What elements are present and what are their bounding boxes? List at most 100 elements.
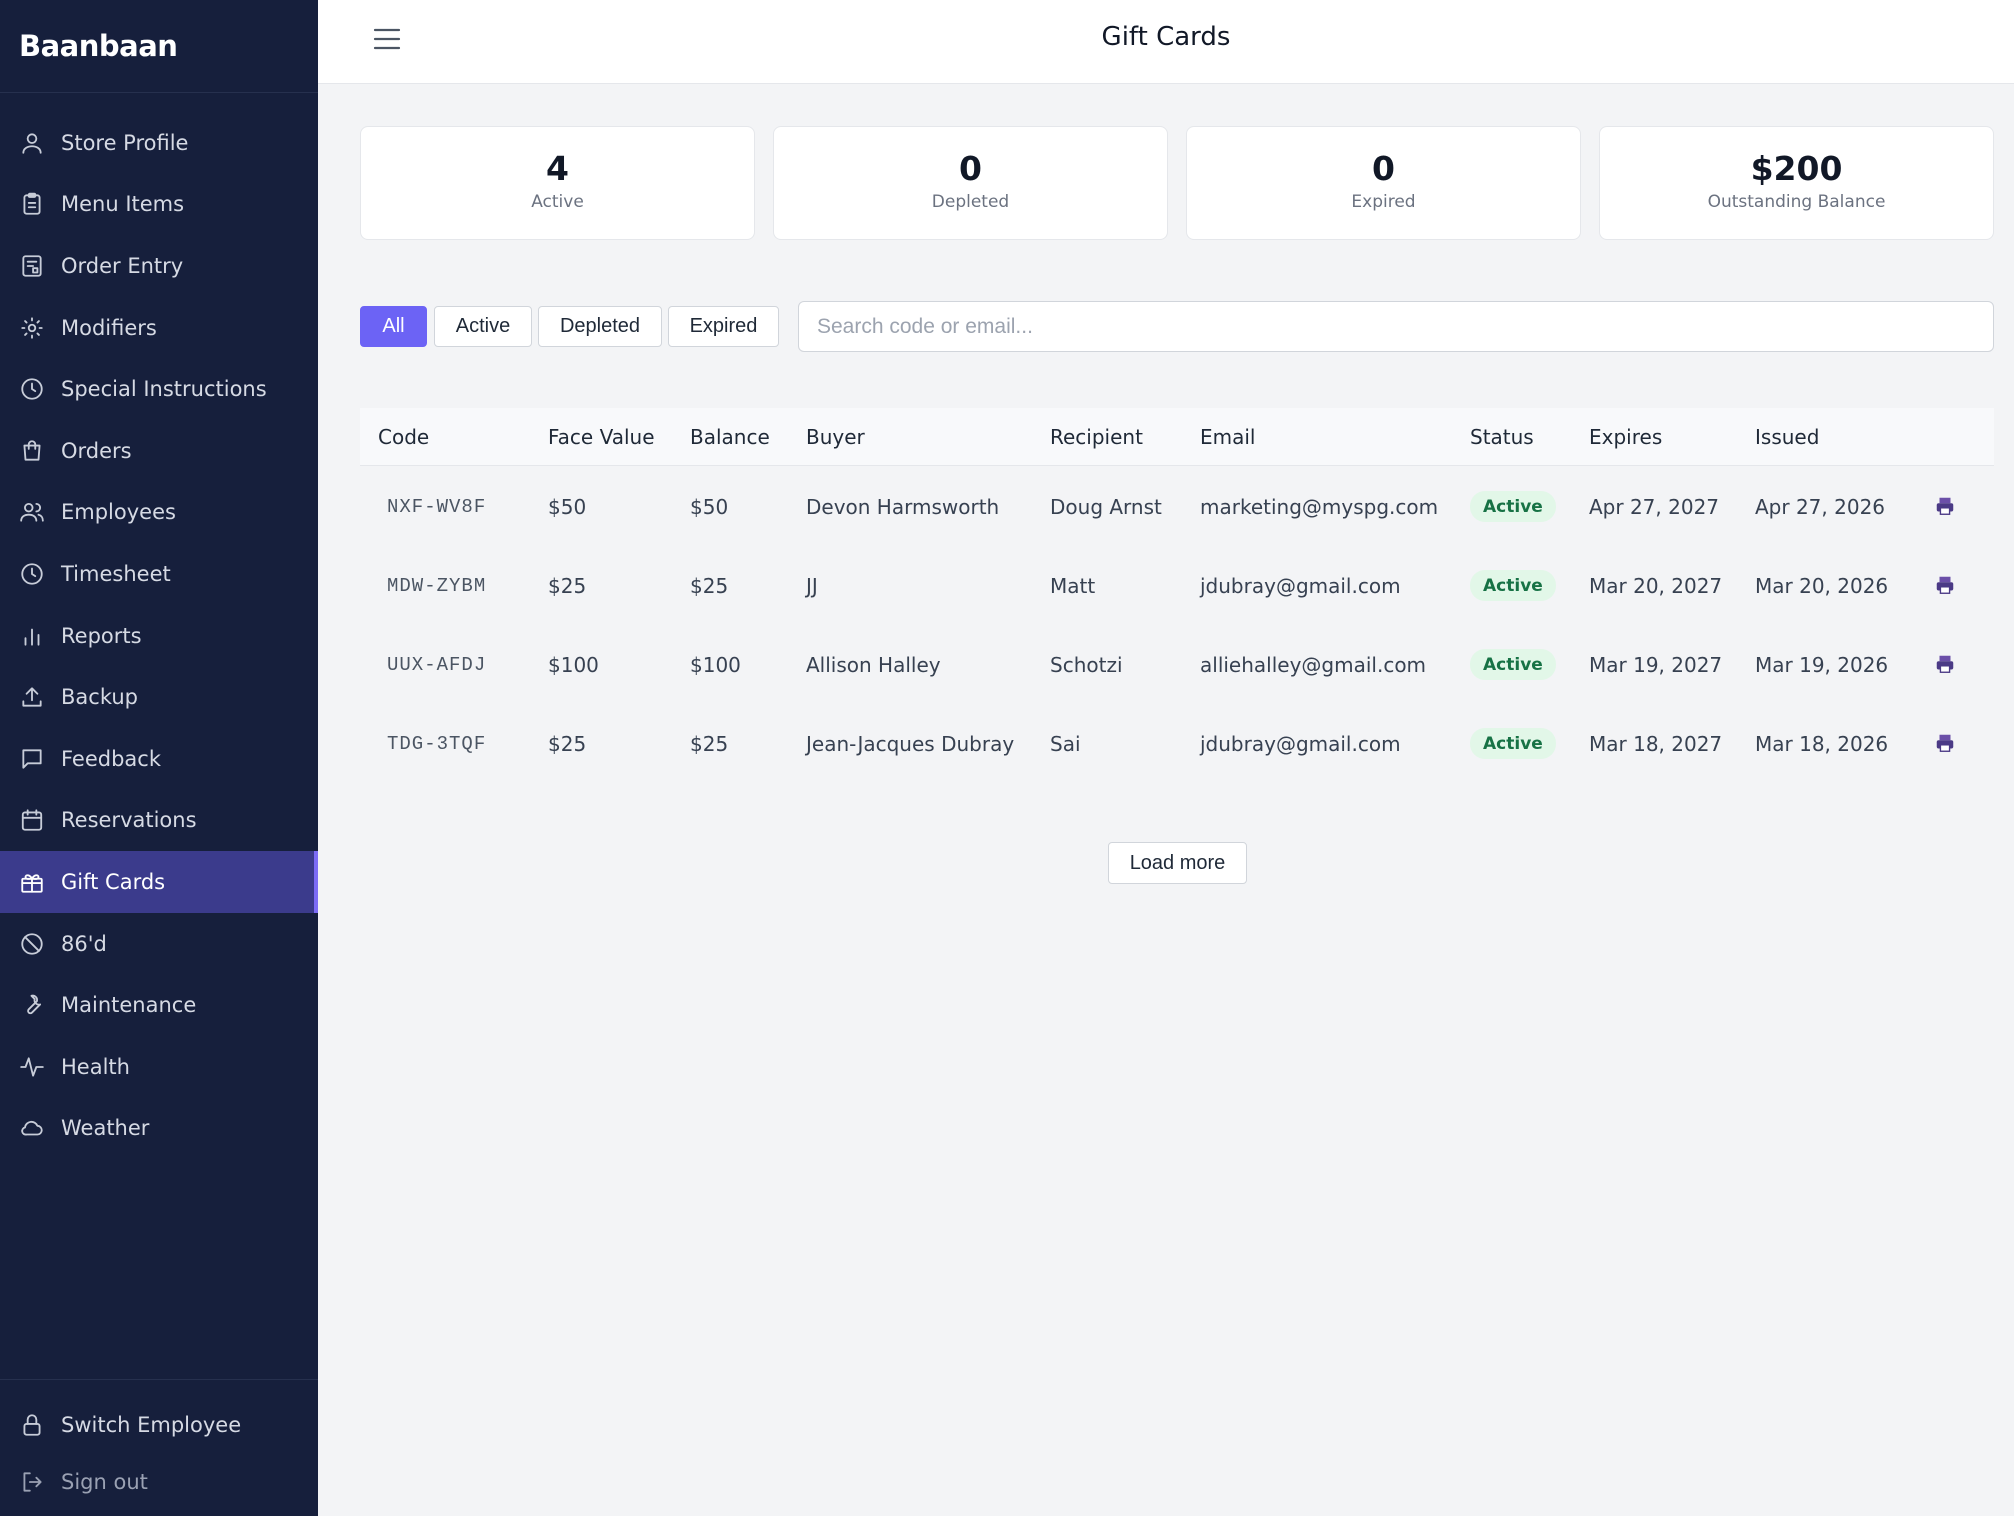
wrench-icon	[27, 994, 42, 1015]
sidebar-item-gift-cards[interactable]: Gift Cards	[0, 851, 318, 913]
search-input[interactable]	[798, 301, 1994, 352]
table-row[interactable]: MDW-ZYBM $25 $25 JJ Matt jdubray@gmail.c…	[360, 547, 1994, 626]
sidebar-item-reservations[interactable]: Reservations	[0, 790, 318, 852]
sidebar-item-label: Feedback	[61, 746, 162, 771]
stat-label: Depleted	[931, 192, 1010, 212]
table-row[interactable]: NXF-WV8F $50 $50 Devon Harmsworth Doug A…	[360, 468, 1994, 547]
cell-email: jdubray@gmail.com	[1200, 732, 1401, 756]
top-header: Gift Cards	[318, 0, 2014, 84]
stat-card-depleted: 0 Depleted	[773, 126, 1168, 240]
page-title: Gift Cards	[1101, 22, 1231, 52]
column-header-issued[interactable]: Issued	[1755, 425, 1820, 449]
filter-tab-expired[interactable]: Expired	[668, 306, 779, 347]
printer-icon[interactable]	[1934, 732, 1956, 754]
clock-icon	[21, 563, 43, 585]
cell-face-value: $100	[548, 653, 599, 677]
sidebar-item-label: Reservations	[61, 808, 197, 833]
sidebar-item-menu-items[interactable]: Menu Items	[0, 174, 318, 236]
user-icon	[22, 133, 42, 154]
sidebar-item-label: Timesheet	[61, 561, 171, 586]
sidebar-item-weather[interactable]: Weather	[0, 1098, 318, 1160]
gift-icon	[21, 874, 43, 893]
filter-tab-depleted[interactable]: Depleted	[538, 306, 662, 347]
printer-icon[interactable]	[1934, 653, 1956, 675]
stat-label: Outstanding Balance	[1707, 192, 1886, 212]
stat-label: Active	[531, 192, 584, 212]
status-badge: Active	[1470, 491, 1556, 522]
upload-icon	[22, 687, 42, 707]
sidebar: Baanbaan Store Profile Menu Items Order …	[0, 0, 318, 1516]
cell-expires: Apr 27, 2027	[1589, 495, 1720, 519]
column-header-email[interactable]: Email	[1200, 425, 1256, 449]
sign-out-button[interactable]: Sign out	[0, 1453, 318, 1510]
sidebar-item-modifiers[interactable]: Modifiers	[0, 297, 318, 359]
sidebar-item-special-instructions[interactable]: Special Instructions	[0, 358, 318, 420]
table-row[interactable]: TDG-3TQF $25 $25 Jean-Jacques Dubray Sai…	[360, 705, 1994, 784]
sidebar-item-backup[interactable]: Backup	[0, 666, 318, 728]
column-header-face-value[interactable]: Face Value	[548, 425, 655, 449]
message-icon	[22, 749, 42, 769]
cell-buyer: JJ	[806, 574, 818, 598]
stats-row: 4 Active 0 Depleted 0 Expired $200 Outst…	[360, 126, 1994, 240]
cell-issued: Mar 18, 2026	[1755, 732, 1889, 756]
stat-value: 4	[546, 149, 569, 188]
column-header-recipient[interactable]: Recipient	[1050, 425, 1143, 449]
load-more-button[interactable]: Load more	[1108, 842, 1247, 884]
column-header-code[interactable]: Code	[378, 425, 430, 449]
cell-email: marketing@myspg.com	[1200, 495, 1439, 519]
sidebar-item-store-profile[interactable]: Store Profile	[0, 112, 318, 174]
printer-icon[interactable]	[1934, 574, 1956, 596]
sidebar-item-label: Order Entry	[61, 253, 184, 278]
cell-issued: Apr 27, 2026	[1755, 495, 1886, 519]
column-header-buyer[interactable]: Buyer	[806, 425, 865, 449]
switch-employee-button[interactable]: Switch Employee	[0, 1396, 318, 1453]
status-badge: Active	[1470, 728, 1556, 759]
table-row[interactable]: UUX-AFDJ $100 $100 Allison Halley Schotz…	[360, 626, 1994, 705]
cell-balance: $100	[690, 653, 741, 677]
calendar-icon	[21, 809, 43, 831]
sidebar-item-health[interactable]: Health	[0, 1036, 318, 1098]
sidebar-item-label: Weather	[61, 1116, 150, 1141]
filter-tab-all[interactable]: All	[360, 306, 427, 347]
stat-value: $200	[1750, 149, 1843, 188]
sidebar-item-reports[interactable]: Reports	[0, 605, 318, 667]
cell-buyer: Devon Harmsworth	[806, 495, 1000, 519]
clock-icon	[21, 378, 43, 400]
hamburger-icon[interactable]	[372, 26, 402, 52]
cell-expires: Mar 19, 2027	[1589, 653, 1723, 677]
sidebar-item-feedback[interactable]: Feedback	[0, 728, 318, 790]
column-header-status[interactable]: Status	[1470, 425, 1534, 449]
cell-recipient: Matt	[1050, 574, 1096, 598]
sidebar-item-label: Store Profile	[61, 130, 189, 155]
cell-expires: Mar 20, 2027	[1589, 574, 1723, 598]
cell-recipient: Schotzi	[1050, 653, 1123, 677]
cloud-icon	[21, 1121, 43, 1136]
sidebar-item-timesheet[interactable]: Timesheet	[0, 543, 318, 605]
cell-email: alliehalley@gmail.com	[1200, 653, 1427, 677]
table-header: Code Face Value Balance Buyer Recipient …	[360, 408, 1994, 466]
brand-logo[interactable]: Baanbaan	[0, 0, 318, 93]
column-header-expires[interactable]: Expires	[1589, 425, 1663, 449]
cell-issued: Mar 19, 2026	[1755, 653, 1889, 677]
filter-tab-active[interactable]: Active	[434, 306, 532, 347]
shopping-bag-icon	[23, 440, 41, 461]
switch-employee-label: Switch Employee	[61, 1412, 242, 1437]
sidebar-item-label: 86'd	[61, 931, 107, 956]
sidebar-item-label: Maintenance	[61, 993, 197, 1018]
cell-face-value: $25	[548, 732, 587, 756]
cell-balance: $25	[690, 732, 729, 756]
stat-card-expired: 0 Expired	[1186, 126, 1581, 240]
sidebar-item-orders[interactable]: Orders	[0, 420, 318, 482]
sidebar-footer: Switch Employee Sign out	[0, 1379, 318, 1516]
printer-icon[interactable]	[1934, 495, 1956, 517]
sidebar-item-maintenance[interactable]: Maintenance	[0, 974, 318, 1036]
column-header-balance[interactable]: Balance	[690, 425, 770, 449]
sidebar-nav: Store Profile Menu Items Order Entry Mod…	[0, 112, 318, 1159]
users-icon	[20, 503, 44, 522]
sidebar-item-order-entry[interactable]: Order Entry	[0, 235, 318, 297]
cell-issued: Mar 20, 2026	[1755, 574, 1889, 598]
cell-code: TDG-3TQF	[387, 733, 487, 755]
sidebar-item-label: Menu Items	[61, 192, 185, 217]
sidebar-item-86d[interactable]: 86'd	[0, 913, 318, 975]
sidebar-item-employees[interactable]: Employees	[0, 482, 318, 544]
